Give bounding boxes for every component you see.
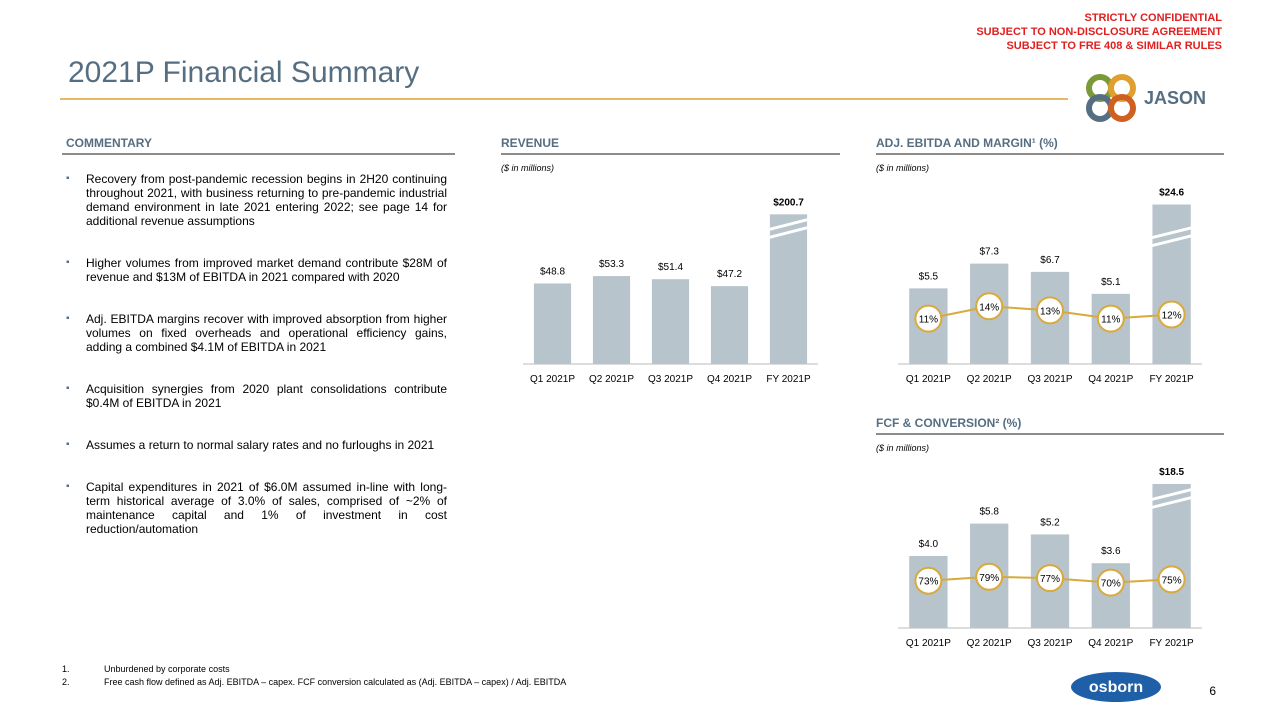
data-label: 11% [919,315,938,326]
section-heading: COMMENTARY [66,136,152,150]
bullet: Higher volumes from improved market dema… [66,256,447,284]
data-label: $4.0 [919,539,939,550]
data-label: $48.8 [540,266,565,277]
logo-text: JASON [1144,88,1206,108]
data-label: 13% [1040,306,1060,317]
line-marker [975,562,1004,591]
line-marker [975,292,1004,321]
data-label: $24.6 [1159,188,1184,199]
data-label: 73% [918,577,938,588]
commentary: Recovery from post-pandemic recession be… [66,172,447,564]
axis-break [1151,488,1192,501]
osborn-logo: osborn [1071,672,1161,702]
footnote-number: 1. [62,664,70,674]
chart-subtitle: ($ in millions) [876,443,929,453]
data-label: 79% [979,573,999,584]
x-tick-label: FY 2021P [1149,638,1194,649]
data-label: $200.7 [773,197,804,208]
x-tick-label: Q4 2021P [1088,638,1133,649]
chart-title: FCF & CONVERSION² (%) [876,416,1021,430]
bullet: Assumes a return to normal salary rates … [66,438,447,452]
bar [1152,204,1191,364]
x-tick-label: Q4 2021P [1088,374,1133,385]
x-tick-label: Q3 2021P [1027,374,1072,385]
footnote-text: Unburdened by corporate costs [104,664,230,674]
axis-break [1151,496,1192,509]
axis-break [768,226,809,239]
axis-break [1151,234,1192,248]
footnote-text: Free cash flow defined as Adj. EBITDA – … [104,677,567,687]
data-label: $3.6 [1101,546,1121,557]
conf-line: SUBJECT TO FRE 408 & SIMILAR RULES [1006,40,1222,52]
x-tick-label: Q4 2021P [707,374,752,385]
data-label: 11% [1101,315,1120,326]
axis-break [768,218,809,231]
bullet: Capital expenditures in 2021 of $6.0M as… [66,480,447,536]
data-label: $51.4 [658,262,683,273]
footnote: 1. Unburdened by corporate costs [62,664,230,674]
line-marker [1036,296,1064,325]
line-marker [1096,304,1125,333]
x-tick-label: Q1 2021P [530,374,575,385]
bullet: Adj. EBITDA margins recover with improve… [66,312,447,354]
data-label: $5.5 [919,271,939,282]
x-tick-label: Q2 2021P [589,374,634,385]
jason-logo: JASON [1086,74,1206,122]
confidentiality: STRICTLY CONFIDENTIAL SUBJECT TO NON-DIS… [976,11,1222,53]
line-marker [1157,300,1186,329]
line-marker [1096,568,1125,597]
line-marker [914,304,943,333]
conf-line: STRICTLY CONFIDENTIAL [1084,12,1222,24]
data-label: $18.5 [1159,467,1184,478]
x-tick-label: Q2 2021P [967,374,1012,385]
bullet: Recovery from post-pandemic recession be… [66,172,447,228]
footnote-number: 2. [62,677,70,687]
bar [651,279,690,364]
chart-subtitle: ($ in millions) [501,163,554,173]
bar [592,276,631,364]
line-marker [1157,565,1186,594]
x-tick-label: FY 2021P [766,374,811,385]
x-tick-label: Q2 2021P [967,638,1012,649]
data-label: 12% [1162,311,1182,322]
bar [533,283,572,364]
x-tick-label: Q1 2021P [906,374,951,385]
footnote: 2. Free cash flow defined as Adj. EBITDA … [62,677,566,687]
data-label: $5.8 [979,507,999,518]
data-label: $7.3 [979,247,999,258]
data-label: 14% [979,302,999,313]
x-tick-label: Q3 2021P [1027,638,1072,649]
data-label: 75% [1162,575,1182,586]
data-label: $53.3 [599,259,624,270]
bar [710,286,749,364]
bar [1152,484,1191,628]
line-marker [1036,564,1064,593]
data-label: $5.2 [1040,517,1060,528]
bullet: Acquisition synergies from 2020 plant co… [66,382,447,410]
page-title: 2021P Financial Summary [68,56,420,89]
data-label: $5.1 [1101,277,1121,288]
axis-break [1151,226,1192,240]
chart-subtitle: ($ in millions) [876,163,929,173]
data-label: $6.7 [1040,255,1060,266]
chart-title: ADJ. EBITDA AND MARGIN¹ (%) [876,136,1058,150]
page-number: 6 [1209,684,1216,698]
data-label: 77% [1040,574,1060,585]
x-tick-label: FY 2021P [1149,374,1194,385]
x-tick-label: Q3 2021P [648,374,693,385]
bar [769,214,808,364]
conf-line: SUBJECT TO NON-DISCLOSURE AGREEMENT [976,26,1222,38]
chart-title: REVENUE [501,136,559,150]
line-marker [914,566,943,595]
data-label: 70% [1101,579,1121,590]
data-label: $47.2 [717,269,742,280]
logo-text: osborn [1089,679,1143,696]
x-tick-label: Q1 2021P [906,638,951,649]
